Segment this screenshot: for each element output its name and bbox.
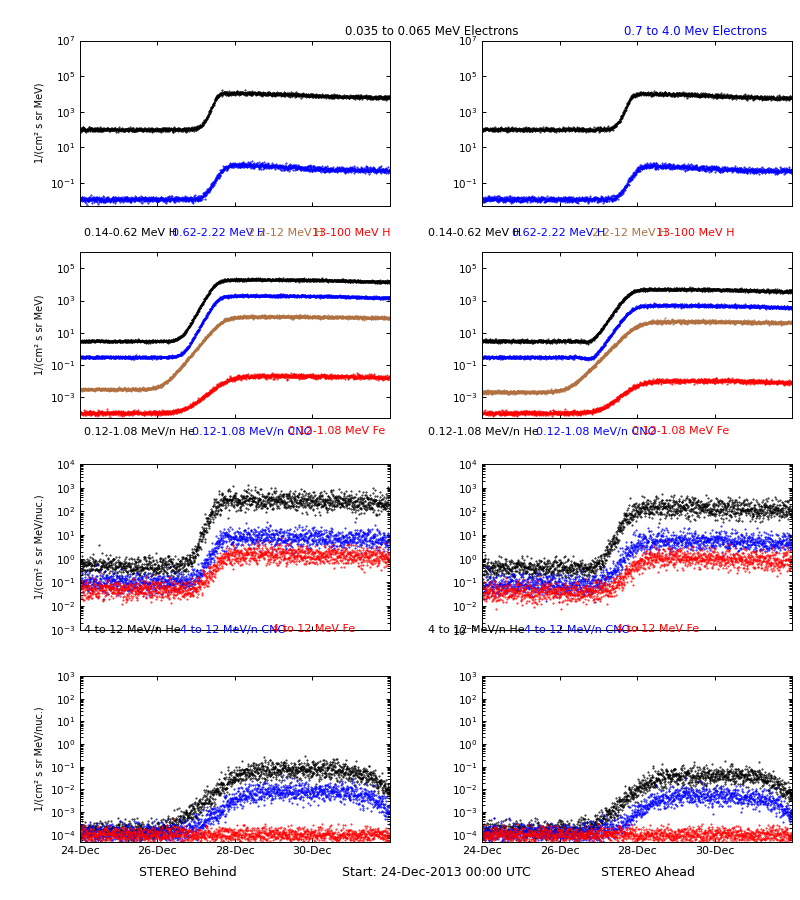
Text: 0.12-1.08 MeV Fe: 0.12-1.08 MeV Fe [288,427,386,436]
Text: 0.12-1.08 MeV/n CNO: 0.12-1.08 MeV/n CNO [536,427,656,436]
Y-axis label: 1/(cm² s sr MeV/nuc.): 1/(cm² s sr MeV/nuc.) [34,706,44,811]
Y-axis label: 1/(cm² s sr MeV): 1/(cm² s sr MeV) [34,83,44,164]
Text: 4 to 12 MeV/n CNO: 4 to 12 MeV/n CNO [180,625,286,634]
Text: 0.7 to 4.0 Mev Electrons: 0.7 to 4.0 Mev Electrons [624,25,767,38]
Text: 0.035 to 0.065 MeV Electrons: 0.035 to 0.065 MeV Electrons [346,25,518,38]
Text: 0.14-0.62 MeV H: 0.14-0.62 MeV H [84,229,177,238]
Text: 0.62-2.22 MeV H: 0.62-2.22 MeV H [512,229,606,238]
Text: Start: 24-Dec-2013 00:00 UTC: Start: 24-Dec-2013 00:00 UTC [342,867,530,879]
Text: 0.12-1.08 MeV/n He: 0.12-1.08 MeV/n He [428,427,538,436]
Text: 4 to 12 MeV/n CNO: 4 to 12 MeV/n CNO [524,625,630,634]
Text: 0.14-0.62 MeV H: 0.14-0.62 MeV H [428,229,521,238]
Text: 4 to 12 MeV/n He: 4 to 12 MeV/n He [84,625,181,634]
Y-axis label: 1/(cm² s sr MeV/nuc.): 1/(cm² s sr MeV/nuc.) [34,495,44,599]
Text: 4 to 12 MeV Fe: 4 to 12 MeV Fe [272,625,355,634]
Text: 0.62-2.22 MeV H: 0.62-2.22 MeV H [172,229,266,238]
Text: STEREO Behind: STEREO Behind [139,867,237,879]
Text: 4 to 12 MeV/n He: 4 to 12 MeV/n He [428,625,525,634]
Text: STEREO Ahead: STEREO Ahead [601,867,695,879]
Y-axis label: 1/(cm² s sr MeV): 1/(cm² s sr MeV) [34,295,44,375]
Text: 4 to 12 MeV Fe: 4 to 12 MeV Fe [616,625,699,634]
Text: 2.2-12 MeV H: 2.2-12 MeV H [592,229,667,238]
Text: 2.2-12 MeV H: 2.2-12 MeV H [248,229,323,238]
Text: 0.12-1.08 MeV Fe: 0.12-1.08 MeV Fe [632,427,730,436]
Text: 0.12-1.08 MeV/n CNO: 0.12-1.08 MeV/n CNO [192,427,312,436]
Text: 13-100 MeV H: 13-100 MeV H [312,229,390,238]
Text: 13-100 MeV H: 13-100 MeV H [656,229,734,238]
Text: 0.12-1.08 MeV/n He: 0.12-1.08 MeV/n He [84,427,194,436]
